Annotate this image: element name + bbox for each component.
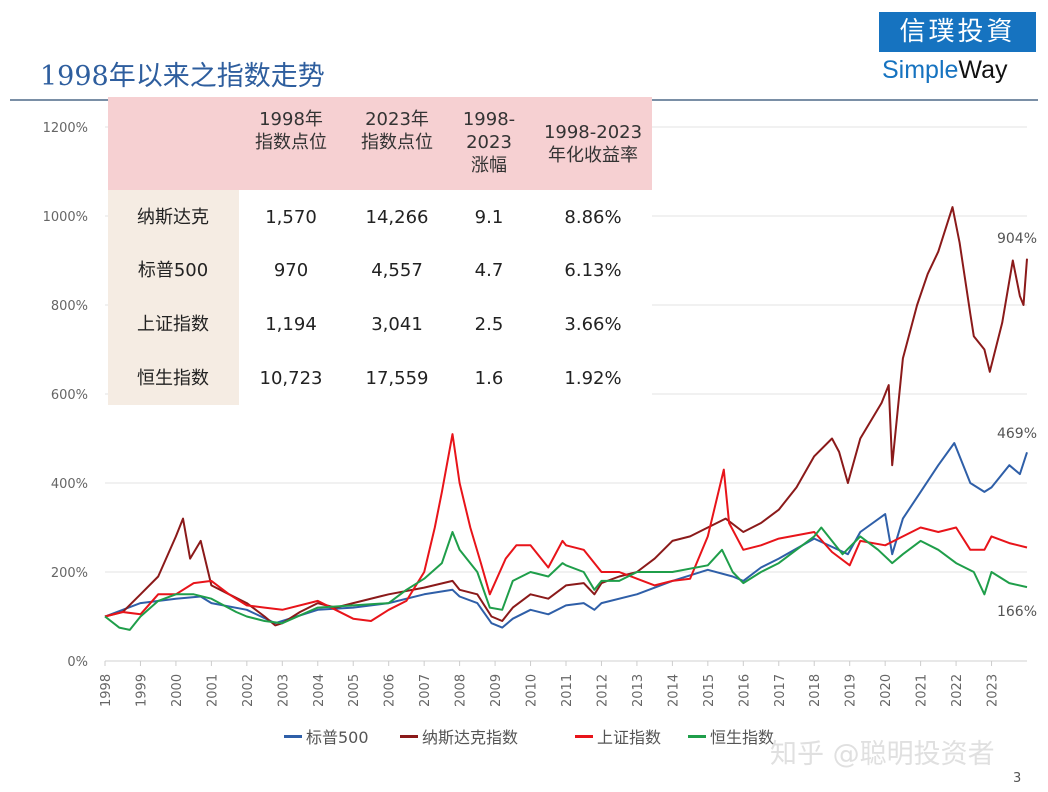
- table-cell-v2023: 3,041: [371, 314, 423, 335]
- x-tick-label: 1999: [134, 674, 149, 707]
- logo-text: SimpleWay: [882, 56, 1008, 85]
- x-tick-label: 2003: [276, 674, 291, 707]
- table-cell-gain: 9.1: [474, 207, 504, 228]
- x-tick-label: 2022: [950, 674, 965, 707]
- x-tick-label: 2006: [383, 674, 398, 707]
- table-cell-v1998: 1,194: [265, 314, 317, 335]
- series-line-2: [104, 433, 1028, 622]
- x-tick-label: 2011: [560, 674, 575, 707]
- x-tick-label: 2008: [454, 674, 469, 707]
- x-tick-label: 2005: [347, 674, 362, 707]
- header-line: 年化收益率: [548, 145, 638, 166]
- logo: 信璞投資: [879, 12, 1036, 52]
- table-cell-name: 标普500: [137, 260, 209, 281]
- table-header: 1998- 2023 涨幅: [463, 108, 515, 177]
- x-tick-label: 2004: [312, 674, 327, 707]
- x-tick-label: 2010: [525, 674, 540, 707]
- header-line: 2023年: [365, 109, 429, 130]
- end-value-label: 904%: [997, 231, 1037, 247]
- table-header: 1998年 指数点位: [255, 108, 327, 154]
- x-tick-label: 2016: [737, 674, 752, 707]
- legend-item-shanghai: 上证指数: [575, 724, 661, 748]
- x-tick-label: 2019: [844, 674, 859, 707]
- table-cell-v2023: 14,266: [365, 207, 429, 228]
- x-tick-label: 2012: [595, 674, 610, 707]
- series-line-3: [104, 526, 1028, 631]
- x-tick-label: 2000: [170, 674, 185, 707]
- series-line-0: [104, 442, 1028, 629]
- x-tick-label: 2017: [773, 674, 788, 707]
- y-tick-label: 800%: [51, 299, 88, 314]
- table-cell-gain: 1.6: [474, 368, 504, 389]
- header-line: 指数点位: [361, 132, 433, 153]
- x-tick-label: 2009: [489, 674, 504, 707]
- watermark: 知乎 @聪明投资者: [770, 739, 995, 770]
- legend-item-sp500: 标普500: [284, 724, 369, 748]
- legend-swatch: [400, 734, 418, 738]
- table-cell-cagr: 8.86%: [564, 207, 622, 228]
- x-tick-label: 2015: [702, 674, 717, 707]
- x-tick-label: 2002: [241, 674, 256, 707]
- legend-label: 上证指数: [597, 728, 662, 747]
- x-tick-label: 2020: [879, 674, 894, 707]
- x-tick-label: 2021: [915, 674, 930, 707]
- table-name-column: [108, 190, 239, 405]
- table-cell-v2023: 17,559: [365, 368, 429, 389]
- end-value-label: 469%: [997, 426, 1037, 442]
- table-cell-cagr: 3.66%: [564, 314, 622, 335]
- y-tick-label: 200%: [51, 566, 88, 581]
- header-line: 指数点位: [255, 132, 327, 153]
- logo-way: Way: [958, 56, 1008, 84]
- y-tick-label: 400%: [51, 477, 88, 492]
- page-number: 3: [1013, 771, 1022, 786]
- x-tick-label: 2013: [631, 674, 646, 707]
- table-cell-v1998: 10,723: [259, 368, 323, 389]
- table-cell-gain: 2.5: [474, 314, 504, 335]
- table-cell-name: 上证指数: [137, 314, 209, 335]
- legend-swatch: [575, 734, 593, 738]
- x-tick-label: 2007: [418, 674, 433, 707]
- legend-label: 标普500: [306, 728, 369, 747]
- header-line: 2023: [466, 132, 512, 153]
- x-tick-label: 2014: [666, 674, 681, 707]
- end-value-label: 166%: [997, 604, 1037, 620]
- header-line: 1998年: [259, 109, 323, 130]
- y-tick-label: 1000%: [43, 210, 88, 225]
- logo-simple: Simple: [882, 56, 959, 84]
- x-tick-label: 2023: [986, 674, 1001, 707]
- page-title: 1998年以来之指数走势: [40, 61, 325, 92]
- table-cell-gain: 4.7: [474, 260, 504, 281]
- header-line: 涨幅: [471, 155, 507, 176]
- header-line: 1998-2023: [543, 122, 643, 143]
- table-header: 1998-2023 年化收益率: [544, 121, 642, 167]
- legend-swatch: [688, 734, 706, 738]
- table-cell-v1998: 1,570: [265, 207, 317, 228]
- legend-swatch: [284, 734, 302, 738]
- legend-label: 恒生指数: [710, 728, 775, 747]
- y-tick-label: 0%: [67, 655, 88, 670]
- x-tick-label: 2018: [808, 674, 823, 707]
- table-header-bg: [108, 97, 652, 190]
- legend-label: 纳斯达克指数: [422, 728, 519, 747]
- table-body-bg: [239, 190, 652, 405]
- series-line-1: [104, 206, 1028, 627]
- x-tick-label: 2001: [205, 674, 220, 707]
- header-line: 1998-: [462, 109, 516, 130]
- table-cell-cagr: 1.92%: [564, 368, 622, 389]
- table-cell-v1998: 970: [273, 260, 309, 281]
- table-cell-name: 纳斯达克: [137, 207, 209, 228]
- legend-item-hsi: 恒生指数: [688, 724, 774, 748]
- table-cell-v2023: 4,557: [371, 260, 423, 281]
- y-tick-label: 1200%: [43, 121, 88, 136]
- x-tick-label: 1998: [99, 674, 114, 707]
- y-tick-label: 600%: [51, 388, 88, 403]
- table-header: 2023年 指数点位: [361, 108, 433, 154]
- table-cell-cagr: 6.13%: [564, 260, 622, 281]
- table-cell-name: 恒生指数: [137, 368, 209, 389]
- legend-item-nasdaq: 纳斯达克指数: [400, 724, 518, 748]
